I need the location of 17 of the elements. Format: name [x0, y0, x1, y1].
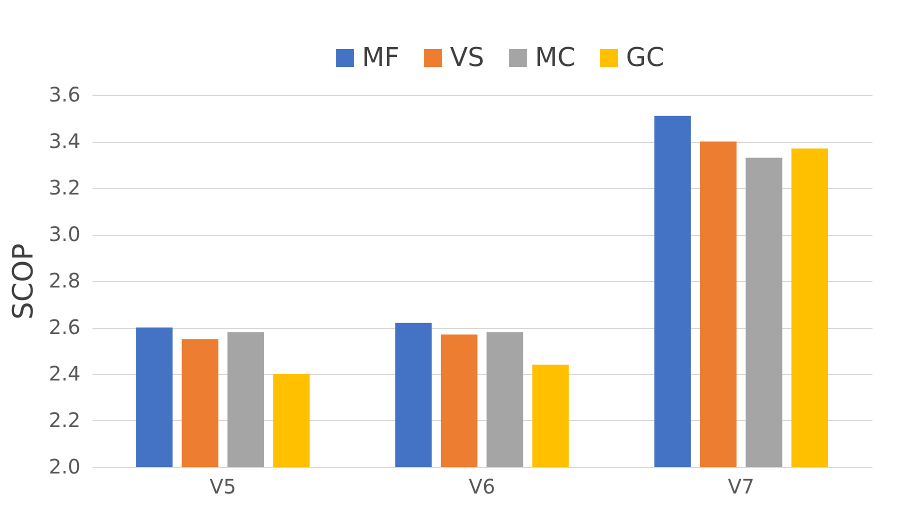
legend-label: MF	[362, 43, 400, 73]
y-tick-label: 2.2	[48, 408, 80, 432]
legend-label: GC	[626, 43, 664, 73]
x-tick-label: V7	[728, 474, 754, 498]
y-tick-label: 2.4	[48, 362, 80, 386]
y-tick-label: 2.8	[48, 268, 80, 292]
y-tick-label: 3.0	[48, 222, 80, 246]
y-tick-label: 3.6	[48, 82, 80, 106]
y-tick-label: 3.4	[48, 129, 80, 153]
y-axis-title: SCOP	[6, 243, 40, 320]
y-tick-label: 2.0	[48, 454, 80, 478]
x-tick-label: V5	[210, 474, 236, 498]
y-tick-label: 2.6	[48, 315, 80, 339]
legend-label: MC	[535, 43, 576, 73]
x-tick-label: V6	[468, 474, 496, 498]
legend-label: VS	[450, 43, 484, 73]
y-tick-label: 3.2	[48, 176, 80, 200]
